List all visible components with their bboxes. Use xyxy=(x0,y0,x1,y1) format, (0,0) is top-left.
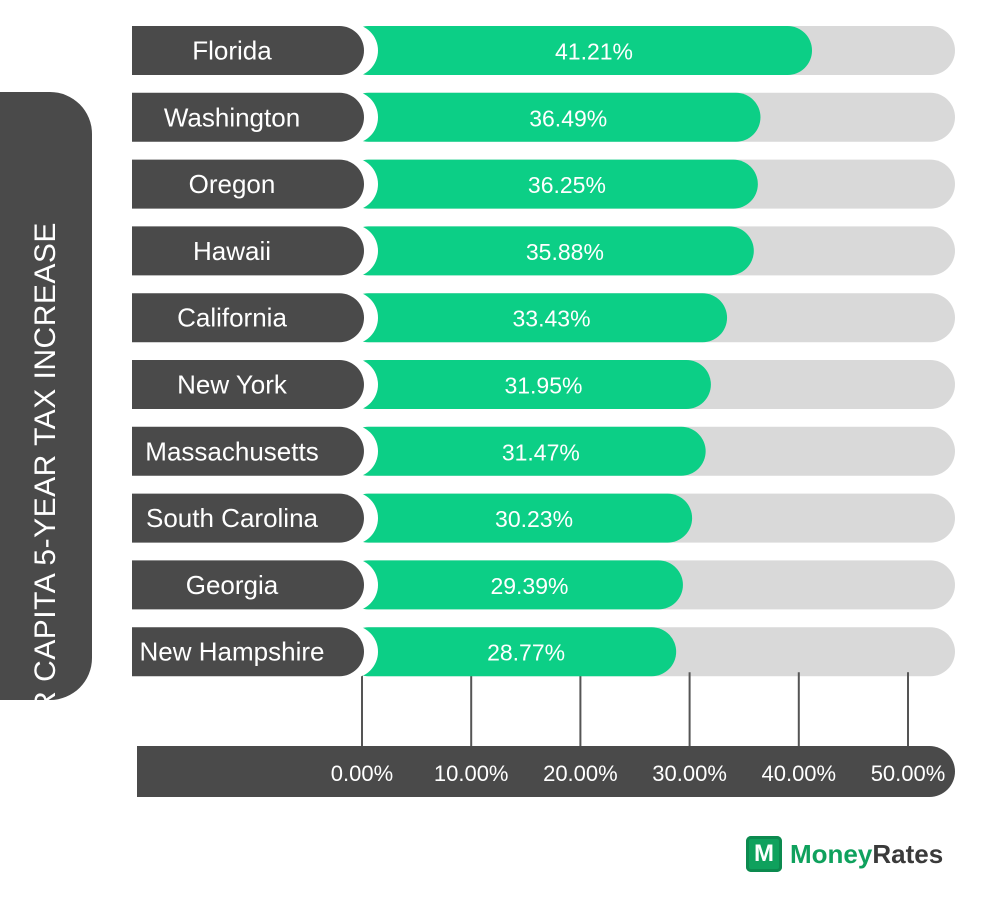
logo-text-money: Money xyxy=(790,838,873,869)
category-label-bg xyxy=(132,493,364,543)
category-label-bg xyxy=(132,426,364,476)
bar xyxy=(344,426,706,476)
bar xyxy=(344,293,728,343)
category-label: Washington xyxy=(164,102,300,132)
category-label: Hawaii xyxy=(193,236,271,266)
bar xyxy=(344,627,677,677)
category-label-bg xyxy=(132,560,364,610)
bar xyxy=(344,159,758,209)
category-label: New Hampshire xyxy=(140,637,325,667)
x-axis-panel xyxy=(137,746,955,797)
category-label: California xyxy=(177,303,287,333)
logo-text-rates: Rates xyxy=(872,838,944,869)
category-label: New York xyxy=(177,370,288,400)
category-label: Massachusetts xyxy=(145,436,318,466)
x-tick-label: 30.00% xyxy=(652,761,727,786)
logo-mark-icon: M xyxy=(746,836,782,872)
x-tick-label: 50.00% xyxy=(871,761,946,786)
bar xyxy=(344,26,813,75)
y-axis-label-panel: PER CAPITA 5-YEAR TAX INCREASE xyxy=(0,92,92,754)
value-label: 36.49% xyxy=(529,105,607,131)
category-label: Oregon xyxy=(189,169,276,199)
value-label: 29.39% xyxy=(490,573,568,599)
value-label: 41.21% xyxy=(555,39,633,65)
bar xyxy=(344,226,754,276)
category-label: South Carolina xyxy=(146,503,319,533)
bar xyxy=(344,92,761,142)
value-label: 33.43% xyxy=(513,306,591,332)
x-tick-label: 20.00% xyxy=(543,761,618,786)
value-label: 31.95% xyxy=(504,373,582,399)
category-label-bg xyxy=(132,226,364,276)
bar xyxy=(344,493,693,543)
bar xyxy=(344,360,711,409)
value-label: 28.77% xyxy=(487,640,565,666)
x-tick-label: 40.00% xyxy=(761,761,836,786)
category-label: Florida xyxy=(192,36,272,66)
category-label-bg xyxy=(132,92,364,142)
value-label: 36.25% xyxy=(528,172,606,198)
value-label: 31.47% xyxy=(502,439,580,465)
category-label-bg xyxy=(132,293,364,343)
category-label-bg xyxy=(132,26,364,75)
x-tick-label: 10.00% xyxy=(434,761,509,786)
category-label-bg xyxy=(132,360,364,409)
logo-text: MoneyRates xyxy=(790,839,943,870)
bar xyxy=(344,560,683,610)
category-label-bg xyxy=(132,627,364,677)
value-label: 30.23% xyxy=(495,506,573,532)
value-label: 35.88% xyxy=(526,239,604,265)
x-tick-label: 0.00% xyxy=(331,761,393,786)
moneyrates-logo: M MoneyRates xyxy=(746,834,943,874)
category-label: Georgia xyxy=(186,570,279,600)
category-label-bg xyxy=(132,159,364,209)
